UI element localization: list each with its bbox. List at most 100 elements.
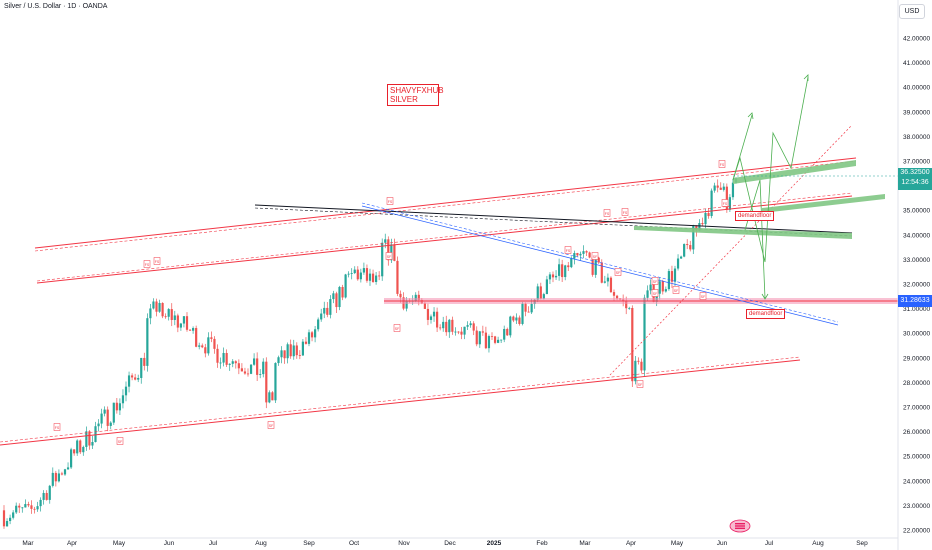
candle bbox=[469, 320, 472, 328]
candle bbox=[326, 302, 329, 318]
candle bbox=[243, 367, 247, 375]
candle bbox=[295, 342, 298, 359]
svg-text:SF: SF bbox=[674, 289, 678, 293]
candle bbox=[426, 303, 430, 326]
candle bbox=[118, 398, 121, 416]
last-price-badge: 36.32500 12:54:36 bbox=[898, 168, 932, 190]
svg-text:FS: FS bbox=[723, 202, 728, 206]
y-tick-label: 32.00000 bbox=[903, 282, 930, 289]
fractal-marker: FS bbox=[721, 199, 729, 207]
candle bbox=[371, 269, 375, 283]
candle bbox=[710, 188, 713, 219]
candle bbox=[341, 284, 344, 301]
x-tick-label: Sep bbox=[856, 540, 868, 547]
candle bbox=[262, 358, 265, 378]
arrow-head-up bbox=[747, 112, 754, 120]
candle bbox=[515, 313, 518, 325]
brand-label: SHAVYFXHUB bbox=[390, 86, 444, 95]
candle bbox=[600, 259, 603, 284]
fractal-marker: SF bbox=[636, 380, 644, 388]
x-tick-label: May bbox=[113, 540, 126, 547]
candle bbox=[725, 183, 728, 213]
candle bbox=[506, 327, 509, 336]
breakout-zone bbox=[762, 194, 885, 213]
candle bbox=[97, 419, 100, 432]
candle bbox=[338, 285, 341, 311]
candle bbox=[76, 439, 79, 456]
candle bbox=[436, 307, 439, 333]
x-tick-label: Oct bbox=[349, 540, 359, 547]
y-tick-label: 22.00000 bbox=[903, 528, 930, 535]
drawings: FS SF FS FS SF FS SF SF FS FS SF FS SF SF SF SF SF SF FS FS bbox=[0, 74, 898, 446]
candle bbox=[182, 315, 186, 328]
svg-text:SF: SF bbox=[395, 327, 399, 331]
candle bbox=[249, 364, 253, 375]
candle bbox=[143, 352, 146, 371]
demand-zone-upper bbox=[634, 226, 852, 239]
candle bbox=[213, 336, 216, 354]
candle bbox=[451, 316, 454, 335]
candle bbox=[588, 251, 591, 259]
candle bbox=[353, 266, 356, 275]
candle bbox=[457, 331, 460, 335]
fractal-marker: FS bbox=[718, 160, 726, 168]
svg-text:SF: SF bbox=[616, 271, 620, 275]
candle bbox=[722, 183, 725, 192]
fractal-marker: SF bbox=[591, 252, 599, 260]
fractal-marker: FS bbox=[53, 423, 61, 431]
candle bbox=[103, 406, 106, 417]
y-tick-label: 40.00000 bbox=[903, 85, 930, 92]
candle bbox=[713, 182, 716, 193]
candle bbox=[234, 360, 237, 369]
candle bbox=[298, 350, 301, 360]
candle bbox=[448, 318, 451, 338]
candle bbox=[198, 342, 201, 350]
fractal-marker: FS bbox=[621, 208, 629, 216]
candle bbox=[39, 497, 42, 512]
candle bbox=[463, 326, 466, 340]
projection-alt bbox=[732, 114, 753, 181]
candle bbox=[518, 315, 521, 326]
arrow-head-up bbox=[803, 74, 809, 81]
candle bbox=[637, 357, 640, 365]
currency-selector[interactable]: USD bbox=[899, 4, 925, 19]
candle bbox=[521, 301, 524, 326]
svg-text:FS: FS bbox=[623, 211, 628, 215]
x-tick-label: Apr bbox=[626, 540, 637, 547]
candle bbox=[664, 286, 667, 293]
candle bbox=[567, 261, 570, 271]
candle bbox=[210, 331, 213, 343]
x-tick-label: Dec bbox=[444, 540, 456, 547]
y-tick-label: 39.00000 bbox=[903, 109, 930, 116]
fractal-marker: SF bbox=[393, 324, 401, 332]
candle bbox=[387, 236, 390, 266]
candle bbox=[228, 363, 231, 371]
candle bbox=[487, 334, 491, 353]
candle bbox=[381, 238, 384, 281]
candle bbox=[82, 445, 85, 456]
candle bbox=[63, 468, 67, 476]
candle bbox=[33, 506, 36, 514]
candle bbox=[246, 368, 250, 377]
y-tick-label: 23.00000 bbox=[903, 503, 930, 510]
candle bbox=[201, 343, 204, 349]
candle bbox=[112, 402, 115, 425]
candle bbox=[460, 326, 463, 340]
candle bbox=[365, 264, 369, 283]
candle bbox=[60, 471, 64, 476]
candle bbox=[225, 349, 228, 367]
x-tick-label: Jul bbox=[765, 540, 774, 547]
candle bbox=[731, 178, 735, 200]
x-tick-label: Apr bbox=[67, 540, 78, 547]
candle bbox=[51, 467, 54, 488]
candle bbox=[320, 308, 323, 322]
candle bbox=[158, 299, 161, 313]
candle bbox=[42, 490, 45, 505]
candle bbox=[179, 322, 182, 331]
candle bbox=[554, 270, 558, 280]
candle bbox=[195, 325, 198, 348]
candle bbox=[701, 217, 704, 226]
fractal-marker: SF bbox=[614, 268, 622, 276]
candle bbox=[524, 302, 527, 317]
